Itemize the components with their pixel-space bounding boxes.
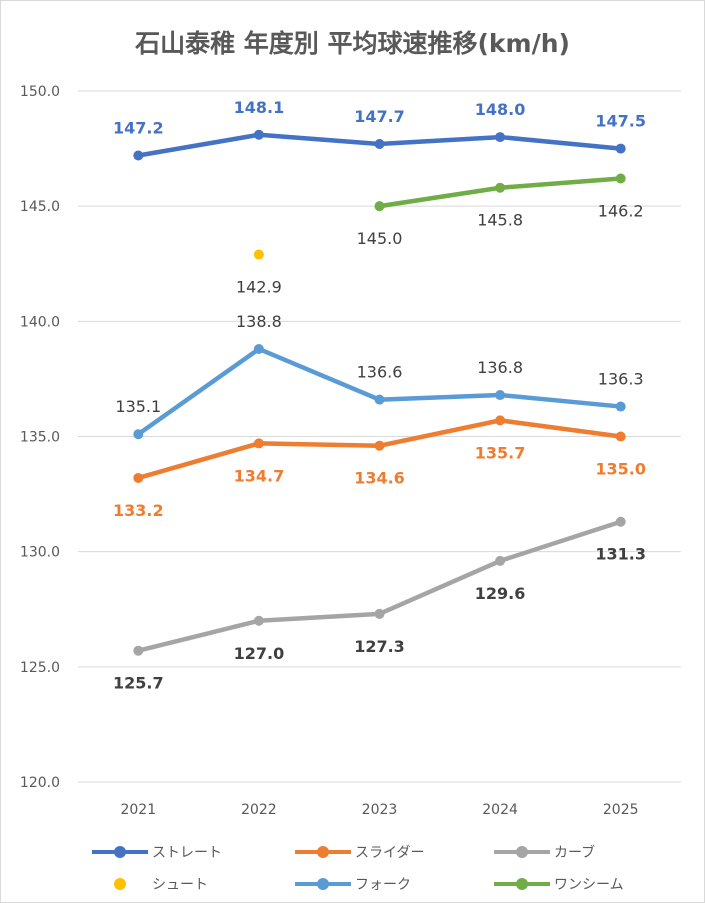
data-label: 147.2 bbox=[113, 118, 164, 137]
legend-marker bbox=[114, 846, 126, 858]
chart-legend: ストレート スライダー カーブシュート フォーク ワンシーム bbox=[0, 836, 705, 896]
y-tick-label: 130.0 bbox=[20, 545, 60, 561]
x-tick-label: 2025 bbox=[603, 802, 639, 818]
data-point bbox=[615, 143, 626, 154]
data-point bbox=[253, 438, 264, 449]
legend-item: フォーク bbox=[295, 872, 411, 896]
data-point bbox=[133, 472, 144, 483]
legend-item: スライダー bbox=[295, 840, 424, 864]
y-tick-label: 120.0 bbox=[20, 775, 60, 791]
data-point bbox=[495, 390, 506, 401]
data-label: 129.6 bbox=[475, 584, 526, 603]
legend-marker bbox=[317, 878, 329, 890]
data-label: 135.1 bbox=[115, 397, 161, 416]
legend-item: ワンシーム bbox=[494, 872, 624, 896]
data-point bbox=[615, 401, 626, 412]
data-label: 136.6 bbox=[357, 363, 403, 382]
data-label: 135.0 bbox=[595, 460, 646, 479]
data-label: 136.3 bbox=[598, 370, 644, 389]
data-point bbox=[374, 440, 385, 451]
data-point bbox=[133, 645, 144, 656]
data-point bbox=[495, 182, 506, 193]
data-label: 148.1 bbox=[234, 98, 285, 117]
legend-swatch bbox=[494, 846, 550, 858]
x-tick-label: 2023 bbox=[362, 802, 398, 818]
series-line bbox=[136, 519, 623, 653]
data-point bbox=[133, 429, 144, 440]
x-tick-label: 2021 bbox=[120, 802, 156, 818]
y-tick-label: 125.0 bbox=[20, 660, 60, 676]
legend-label: ワンシーム bbox=[554, 877, 624, 893]
x-tick-label: 2022 bbox=[241, 802, 277, 818]
data-point bbox=[253, 343, 264, 354]
legend-label: ストレート bbox=[152, 845, 222, 861]
data-label: 145.8 bbox=[477, 211, 523, 230]
data-point bbox=[133, 150, 144, 161]
data-label: 131.3 bbox=[595, 545, 646, 564]
data-point bbox=[374, 608, 385, 619]
data-label: 127.0 bbox=[234, 644, 285, 663]
legend-item: シュート bbox=[92, 872, 208, 896]
data-label: 134.6 bbox=[354, 469, 405, 488]
data-label: 142.9 bbox=[236, 278, 282, 297]
data-label: 147.7 bbox=[354, 107, 405, 126]
x-tick-label: 2024 bbox=[482, 802, 518, 818]
legend-swatch bbox=[92, 878, 148, 890]
data-point bbox=[253, 249, 264, 260]
data-label: 125.7 bbox=[113, 674, 164, 693]
data-point bbox=[374, 394, 385, 405]
data-point bbox=[374, 138, 385, 149]
legend-marker bbox=[317, 846, 329, 858]
data-label: 146.2 bbox=[598, 202, 644, 221]
y-tick-label: 145.0 bbox=[20, 199, 60, 215]
data-label: 134.7 bbox=[234, 466, 285, 485]
data-point bbox=[615, 173, 626, 184]
y-tick-label: 140.0 bbox=[20, 314, 60, 330]
legend-marker bbox=[516, 878, 528, 890]
data-point bbox=[374, 201, 385, 212]
data-label: 133.2 bbox=[113, 501, 164, 520]
legend-label: スライダー bbox=[355, 845, 425, 861]
legend-marker bbox=[516, 846, 528, 858]
data-point bbox=[615, 516, 626, 527]
legend-label: カーブ bbox=[554, 845, 596, 861]
data-point bbox=[495, 132, 506, 143]
data-label: 138.8 bbox=[236, 312, 282, 331]
data-label: 148.0 bbox=[475, 100, 526, 119]
legend-marker bbox=[114, 878, 126, 890]
legend-label: シュート bbox=[152, 877, 208, 893]
data-point bbox=[253, 615, 264, 626]
legend-item: ストレート bbox=[92, 840, 222, 864]
data-point bbox=[495, 415, 506, 426]
legend-item: カーブ bbox=[494, 840, 595, 864]
data-label: 145.0 bbox=[357, 229, 403, 248]
legend-label: フォーク bbox=[355, 877, 411, 893]
data-label: 135.7 bbox=[475, 443, 526, 462]
legend-swatch bbox=[92, 846, 148, 858]
chart-title: 石山泰稚 年度別 平均球速推移(km/h) bbox=[135, 29, 570, 58]
data-point bbox=[253, 129, 264, 140]
legend-swatch bbox=[295, 846, 351, 858]
y-tick-label: 135.0 bbox=[20, 430, 60, 446]
legend-swatch bbox=[295, 878, 351, 890]
data-point bbox=[615, 431, 626, 442]
data-point bbox=[495, 555, 506, 566]
y-tick-label: 150.0 bbox=[20, 84, 60, 100]
data-label: 127.3 bbox=[354, 637, 405, 656]
data-label: 136.8 bbox=[477, 358, 523, 377]
legend-swatch bbox=[494, 878, 550, 890]
data-label: 147.5 bbox=[595, 112, 646, 131]
